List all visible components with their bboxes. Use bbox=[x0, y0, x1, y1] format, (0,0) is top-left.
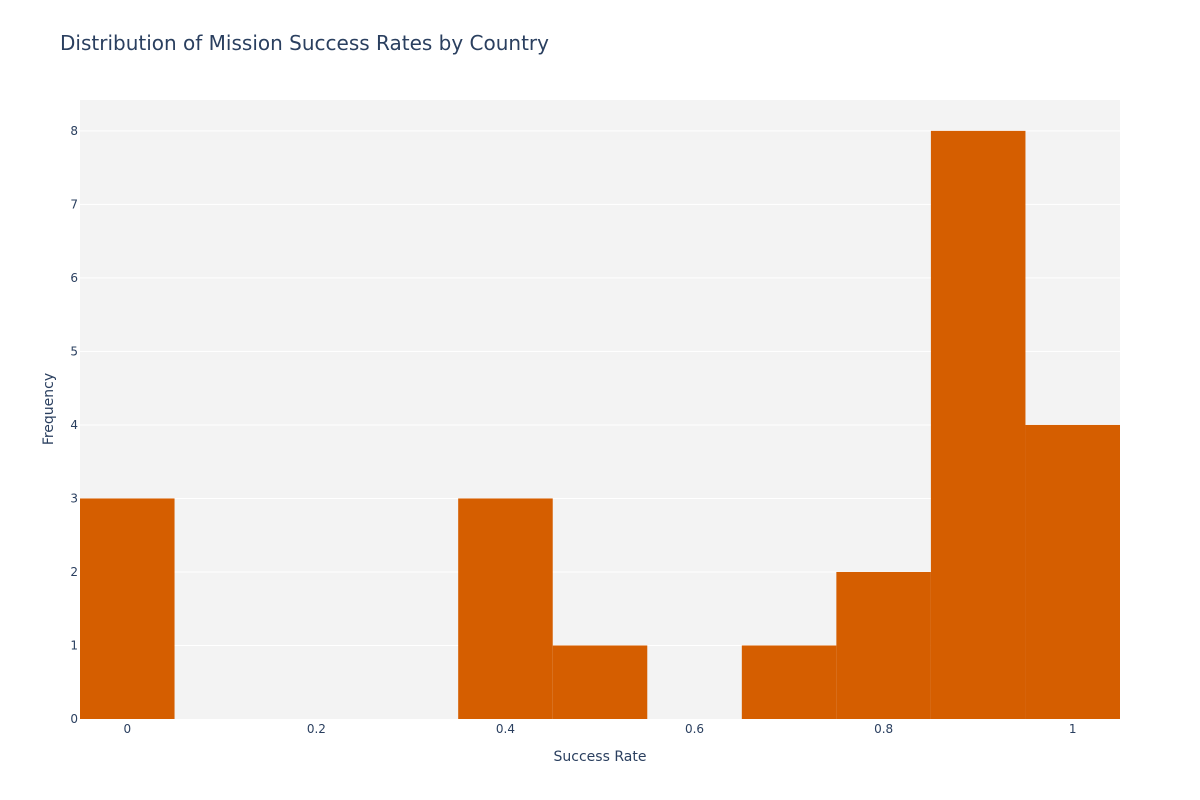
x-tick-label-0: 0 bbox=[123, 722, 131, 736]
y-tick-label-5: 5 bbox=[70, 344, 78, 358]
chart-title: Distribution of Mission Success Rates by… bbox=[60, 31, 549, 55]
x-axis-title: Success Rate bbox=[554, 749, 647, 765]
x-tick-label-2: 0.4 bbox=[496, 722, 515, 736]
y-axis-title: Frequency bbox=[41, 373, 57, 445]
y-tick-label-3: 3 bbox=[70, 491, 78, 505]
histogram-bar-9 bbox=[930, 130, 1026, 720]
x-tick-label-5: 1 bbox=[1069, 722, 1077, 736]
y-tick-label-2: 2 bbox=[70, 565, 78, 579]
y-tick-label-0: 0 bbox=[70, 712, 78, 726]
histogram-bar-5 bbox=[552, 645, 648, 719]
x-axis-ticks: 0 0.2 0.4 0.6 0.8 1 bbox=[123, 722, 1076, 736]
y-tick-label-7: 7 bbox=[70, 197, 78, 211]
y-axis-ticks: 0 1 2 3 4 5 6 7 8 bbox=[70, 124, 78, 726]
y-tick-label-8: 8 bbox=[70, 124, 78, 138]
y-tick-label-1: 1 bbox=[70, 638, 78, 652]
histogram-bar-7 bbox=[741, 645, 837, 719]
histogram-bar-4 bbox=[458, 498, 553, 719]
x-tick-label-3: 0.6 bbox=[685, 722, 704, 736]
histogram-bar-10 bbox=[1025, 424, 1120, 719]
y-tick-label-4: 4 bbox=[70, 418, 78, 432]
histogram-bar-8 bbox=[836, 571, 931, 719]
y-tick-label-6: 6 bbox=[70, 271, 78, 285]
bars bbox=[80, 130, 1120, 720]
histogram-bar-0 bbox=[80, 498, 175, 719]
x-tick-label-4: 0.8 bbox=[874, 722, 893, 736]
x-tick-label-1: 0.2 bbox=[307, 722, 326, 736]
